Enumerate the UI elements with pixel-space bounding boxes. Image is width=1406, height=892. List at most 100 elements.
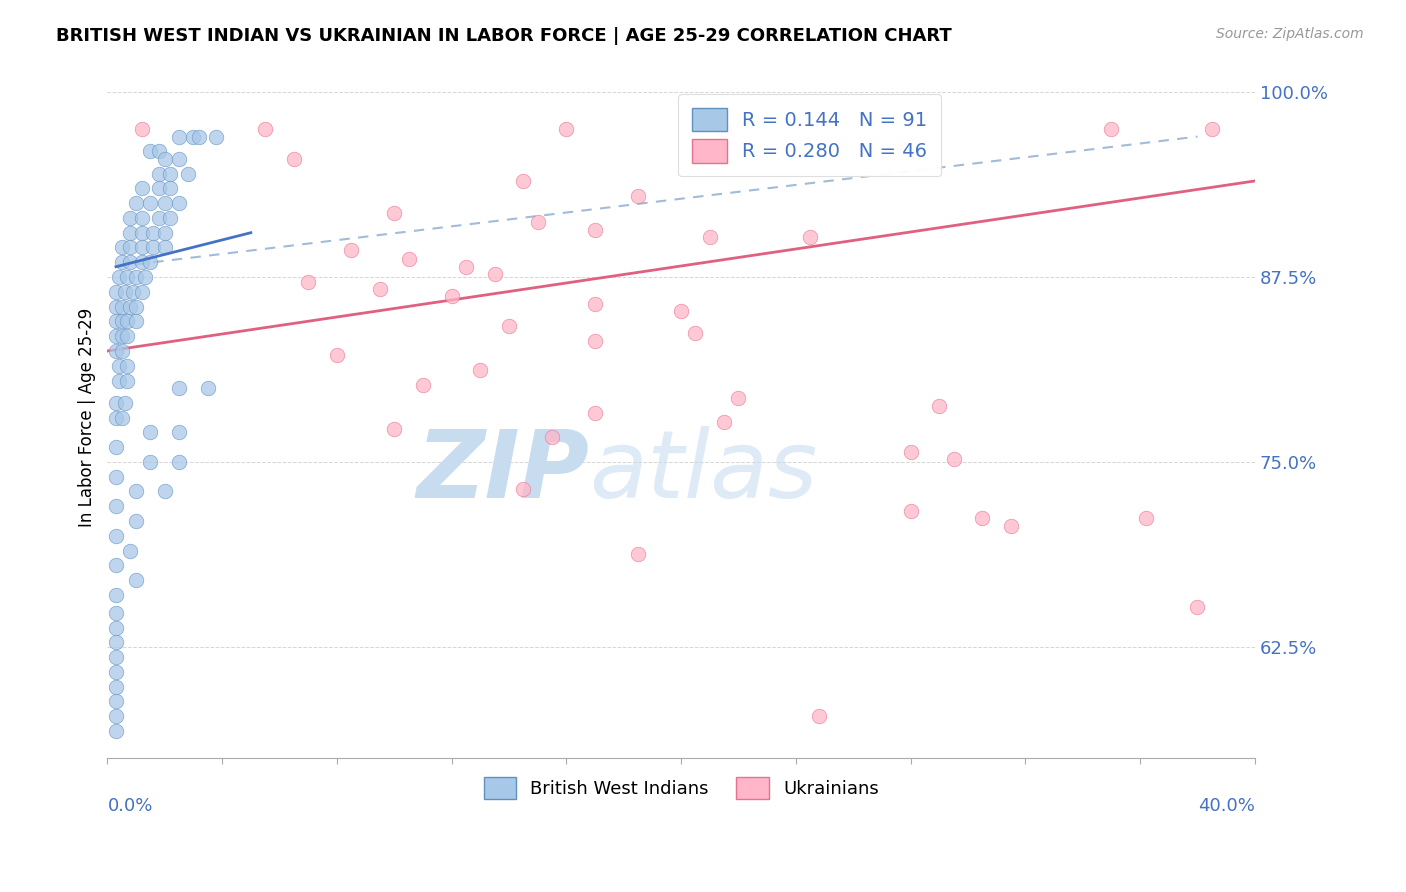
Point <box>111 255 134 269</box>
Point <box>470 363 492 377</box>
Point <box>398 252 420 267</box>
Point <box>104 665 127 679</box>
Point <box>139 455 162 469</box>
Point <box>114 285 136 299</box>
Point <box>382 422 405 436</box>
Point <box>583 223 606 237</box>
Point <box>131 255 153 269</box>
Point <box>108 270 131 285</box>
Point <box>197 381 219 395</box>
Point <box>699 230 721 244</box>
Point <box>104 650 127 665</box>
Point <box>104 344 127 359</box>
Point <box>555 122 578 136</box>
Point <box>865 806 887 821</box>
Point <box>148 145 170 159</box>
Point <box>512 174 534 188</box>
Point <box>153 152 176 166</box>
Point <box>972 511 994 525</box>
Point <box>104 529 127 543</box>
Point <box>283 152 305 166</box>
Point <box>134 270 156 285</box>
Point <box>541 430 564 444</box>
Point <box>104 300 127 314</box>
Point <box>122 285 145 299</box>
Point <box>111 300 134 314</box>
Text: 0.0%: 0.0% <box>107 797 153 814</box>
Point <box>142 226 165 240</box>
Point <box>167 152 190 166</box>
Point <box>111 329 134 343</box>
Point <box>104 329 127 343</box>
Point <box>205 129 228 144</box>
Text: Source: ZipAtlas.com: Source: ZipAtlas.com <box>1216 27 1364 41</box>
Point <box>454 260 477 274</box>
Point <box>125 196 148 211</box>
Point <box>928 399 950 413</box>
Point <box>382 206 405 220</box>
Point <box>125 300 148 314</box>
Point <box>627 547 650 561</box>
Point <box>177 167 200 181</box>
Point <box>368 282 391 296</box>
Point <box>685 326 707 341</box>
Point <box>104 709 127 723</box>
Point <box>117 314 139 328</box>
Point <box>148 167 170 181</box>
Point <box>142 240 165 254</box>
Point <box>117 270 139 285</box>
Y-axis label: In Labor Force | Age 25-29: In Labor Force | Age 25-29 <box>79 308 96 527</box>
Point <box>1201 122 1223 136</box>
Point <box>583 406 606 420</box>
Point <box>167 425 190 440</box>
Point <box>111 410 134 425</box>
Point <box>900 504 922 518</box>
Point <box>120 211 142 225</box>
Point <box>484 267 506 281</box>
Point <box>111 240 134 254</box>
Point <box>120 255 142 269</box>
Point <box>131 285 153 299</box>
Point <box>125 314 148 328</box>
Point <box>108 374 131 388</box>
Point <box>153 484 176 499</box>
Point <box>183 129 205 144</box>
Point <box>139 425 162 440</box>
Point <box>131 122 153 136</box>
Point <box>713 415 735 429</box>
Point <box>153 196 176 211</box>
Point <box>148 181 170 195</box>
Point <box>111 344 134 359</box>
Point <box>254 122 277 136</box>
Point <box>139 145 162 159</box>
Point <box>669 304 692 318</box>
Point <box>104 694 127 708</box>
Point <box>108 359 131 373</box>
Point <box>104 606 127 620</box>
Point <box>120 300 142 314</box>
Point <box>139 196 162 211</box>
Point <box>799 230 821 244</box>
Point <box>297 275 319 289</box>
Point <box>120 226 142 240</box>
Point <box>512 482 534 496</box>
Point <box>117 359 139 373</box>
Point <box>159 211 181 225</box>
Point <box>104 500 127 514</box>
Point <box>104 396 127 410</box>
Point <box>1099 122 1122 136</box>
Point <box>167 455 190 469</box>
Point <box>125 573 148 587</box>
Point <box>104 469 127 483</box>
Text: ZIP: ZIP <box>416 426 589 518</box>
Point <box>326 348 349 362</box>
Point <box>131 240 153 254</box>
Point <box>120 543 142 558</box>
Point <box>104 410 127 425</box>
Point <box>1000 518 1022 533</box>
Point <box>167 381 190 395</box>
Point <box>583 334 606 348</box>
Point <box>159 167 181 181</box>
Point <box>627 188 650 202</box>
Point <box>713 122 735 136</box>
